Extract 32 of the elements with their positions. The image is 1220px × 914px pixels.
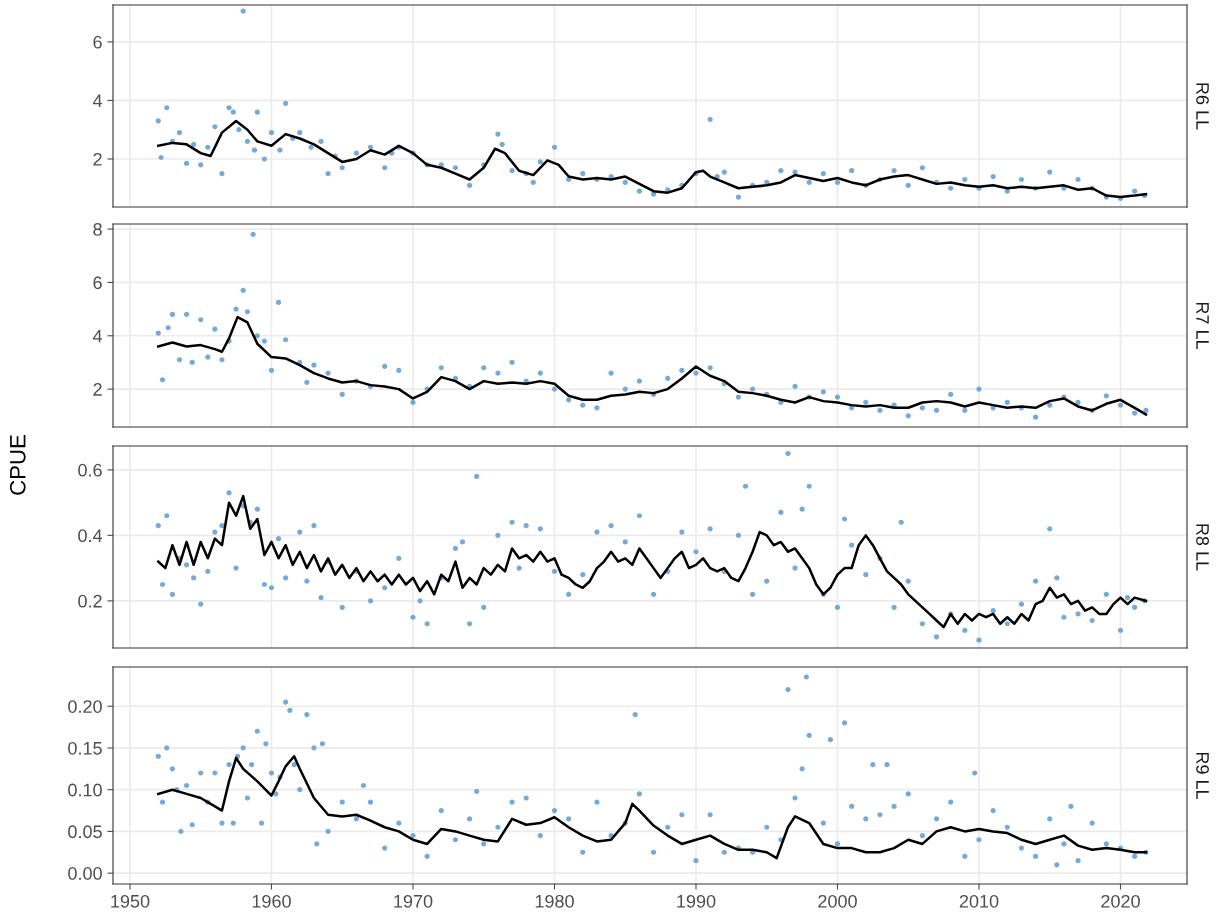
x-tick-label: 1960 bbox=[252, 894, 291, 908]
line-series bbox=[157, 494, 1148, 629]
x-tick-label: 1970 bbox=[394, 894, 433, 908]
y-tick-label: 0.6 bbox=[78, 463, 102, 477]
line-series bbox=[157, 315, 1148, 416]
y-tick-label: 0.20 bbox=[68, 700, 102, 713]
y-tick-label: 0.2 bbox=[78, 594, 102, 608]
text: R6 LL bbox=[1196, 83, 1209, 130]
y-tick-label: 2 bbox=[93, 383, 102, 396]
x-tick-label: 2010 bbox=[959, 894, 999, 908]
y-tick-label: 0.10 bbox=[68, 783, 102, 797]
y-tick-label: 0.4 bbox=[78, 529, 103, 543]
line-series bbox=[157, 119, 1148, 199]
y-tick-label: 8 bbox=[93, 223, 102, 236]
line-series bbox=[157, 755, 1148, 860]
y-tick-label: 4 bbox=[92, 329, 103, 343]
y-axis-title: CPUE bbox=[9, 435, 26, 495]
x-tick-label: 1990 bbox=[677, 894, 716, 908]
text: R7 LL bbox=[1196, 302, 1209, 349]
x-tick-label: 2000 bbox=[818, 894, 857, 908]
y-tick-label: 0.05 bbox=[68, 825, 102, 839]
text: R9 LL bbox=[1196, 752, 1209, 799]
x-tick-label: 1980 bbox=[535, 894, 574, 908]
y-tick-label: 0.15 bbox=[68, 741, 102, 755]
y-tick-label: 6 bbox=[93, 276, 102, 290]
x-tick-label: 1950 bbox=[111, 894, 150, 908]
y-tick-label: 4 bbox=[92, 94, 103, 107]
y-tick-label: 0.00 bbox=[68, 867, 102, 880]
y-tick-label: 6 bbox=[93, 35, 102, 49]
text: R8 LL bbox=[1196, 524, 1209, 571]
x-tick-label: 2020 bbox=[1101, 894, 1140, 908]
y-tick-label: 2 bbox=[93, 152, 102, 166]
